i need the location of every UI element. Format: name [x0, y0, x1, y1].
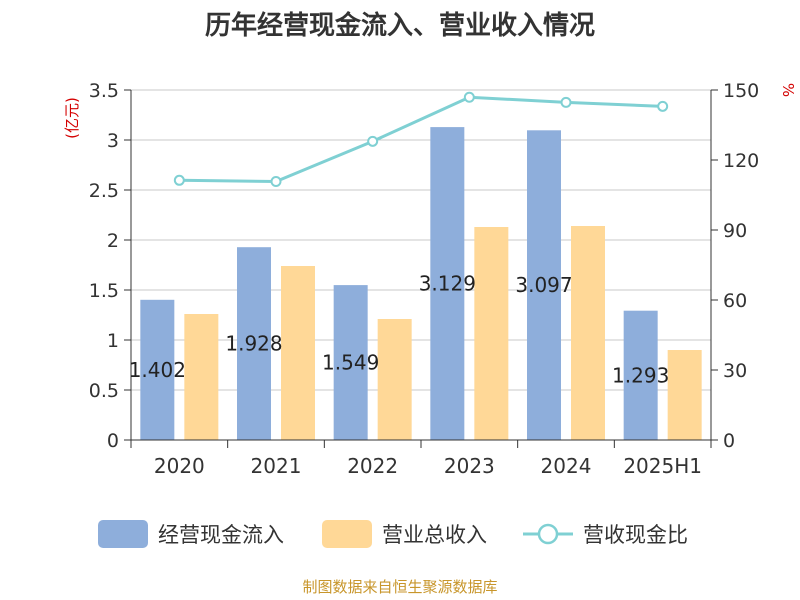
- legend-label-total-revenue: 营业总收入: [382, 523, 487, 547]
- bar-total-revenue: [474, 227, 509, 440]
- bar-cash-inflow: [527, 130, 561, 441]
- left-tick-label: 3: [107, 130, 119, 152]
- ratio-point: [367, 135, 379, 147]
- left-tick-label: 2.5: [89, 180, 119, 202]
- data-labels: 1.402 1.928 1.549 3.129 3.097 1.293: [129, 272, 670, 388]
- axes: [130, 90, 712, 448]
- bar-cash-inflow: [140, 299, 175, 440]
- bar-total-revenue: [571, 226, 605, 440]
- bar-cash-inflow: [623, 310, 658, 440]
- ratio-point: [560, 96, 572, 108]
- left-axis-unit: (亿元): [63, 97, 81, 139]
- ratio-line-path: [179, 95, 663, 183]
- bar-cash-inflow: [333, 285, 368, 440]
- bar-total-revenue: [377, 319, 412, 440]
- data-label: 3.129: [419, 272, 476, 296]
- ratio-point: [173, 174, 185, 186]
- source-note: 制图数据来自恒生聚源数据库: [302, 578, 497, 596]
- x-axis-ticks: 2020 2021 2022 2023 2024 2025H1: [154, 454, 702, 478]
- x-tick-label: 2024: [541, 454, 592, 478]
- right-tick-label: 150: [723, 80, 759, 102]
- data-label: 1.293: [612, 363, 669, 387]
- bar-total-revenue: [184, 314, 219, 440]
- left-tick-label: 1.5: [89, 280, 119, 302]
- right-tick-label: 90: [723, 220, 747, 242]
- x-tick-label: 2025H1: [623, 454, 702, 478]
- legend: 经营现金流入 营业总收入 营收现金比: [98, 520, 688, 548]
- bar-cash-inflow: [237, 247, 271, 440]
- chart-title: 历年经营现金流入、营业收入情况: [205, 10, 595, 41]
- bar-total-revenue: [667, 350, 702, 440]
- x-tick-label: 2020: [154, 454, 205, 478]
- left-tick-label: 0.5: [89, 380, 119, 402]
- legend-label-cash-inflow: 经营现金流入: [158, 523, 284, 547]
- left-tick-label: 2: [107, 230, 119, 252]
- ratio-point: [657, 100, 669, 112]
- data-label: 1.549: [322, 351, 379, 375]
- ratio-point: [270, 175, 282, 187]
- right-axis-unit: %: [779, 83, 797, 97]
- left-tick-label: 1: [107, 330, 119, 352]
- x-tick-label: 2023: [444, 454, 495, 478]
- left-axis-ticks: 0 0.5 1 1.5 2 2.5 3 3.5: [89, 80, 131, 452]
- bar-cash-inflow: [430, 127, 465, 440]
- data-label: 1.928: [225, 332, 282, 356]
- right-tick-label: 30: [723, 360, 747, 382]
- legend-label-ratio: 营收现金比: [583, 523, 688, 547]
- legend-swatch-total-revenue: [322, 520, 372, 548]
- x-tick-label: 2022: [347, 454, 398, 478]
- left-tick-label: 0: [107, 430, 119, 452]
- ratio-line: [173, 91, 669, 187]
- bar-total-revenue: [281, 266, 315, 440]
- right-tick-label: 0: [723, 430, 735, 452]
- right-axis-ticks: 0 30 60 90 120 150: [711, 80, 759, 452]
- data-label: 3.097: [515, 273, 572, 297]
- left-tick-label: 3.5: [89, 80, 119, 102]
- ratio-point: [463, 91, 475, 103]
- data-label: 1.402: [129, 358, 186, 382]
- grid: [131, 89, 711, 391]
- right-tick-label: 60: [723, 290, 747, 312]
- x-tick-label: 2021: [251, 454, 302, 478]
- right-tick-label: 120: [723, 150, 759, 172]
- bars: [140, 127, 702, 441]
- legend-swatch-cash-inflow: [98, 520, 148, 548]
- legend-swatch-ratio-marker: [537, 523, 559, 545]
